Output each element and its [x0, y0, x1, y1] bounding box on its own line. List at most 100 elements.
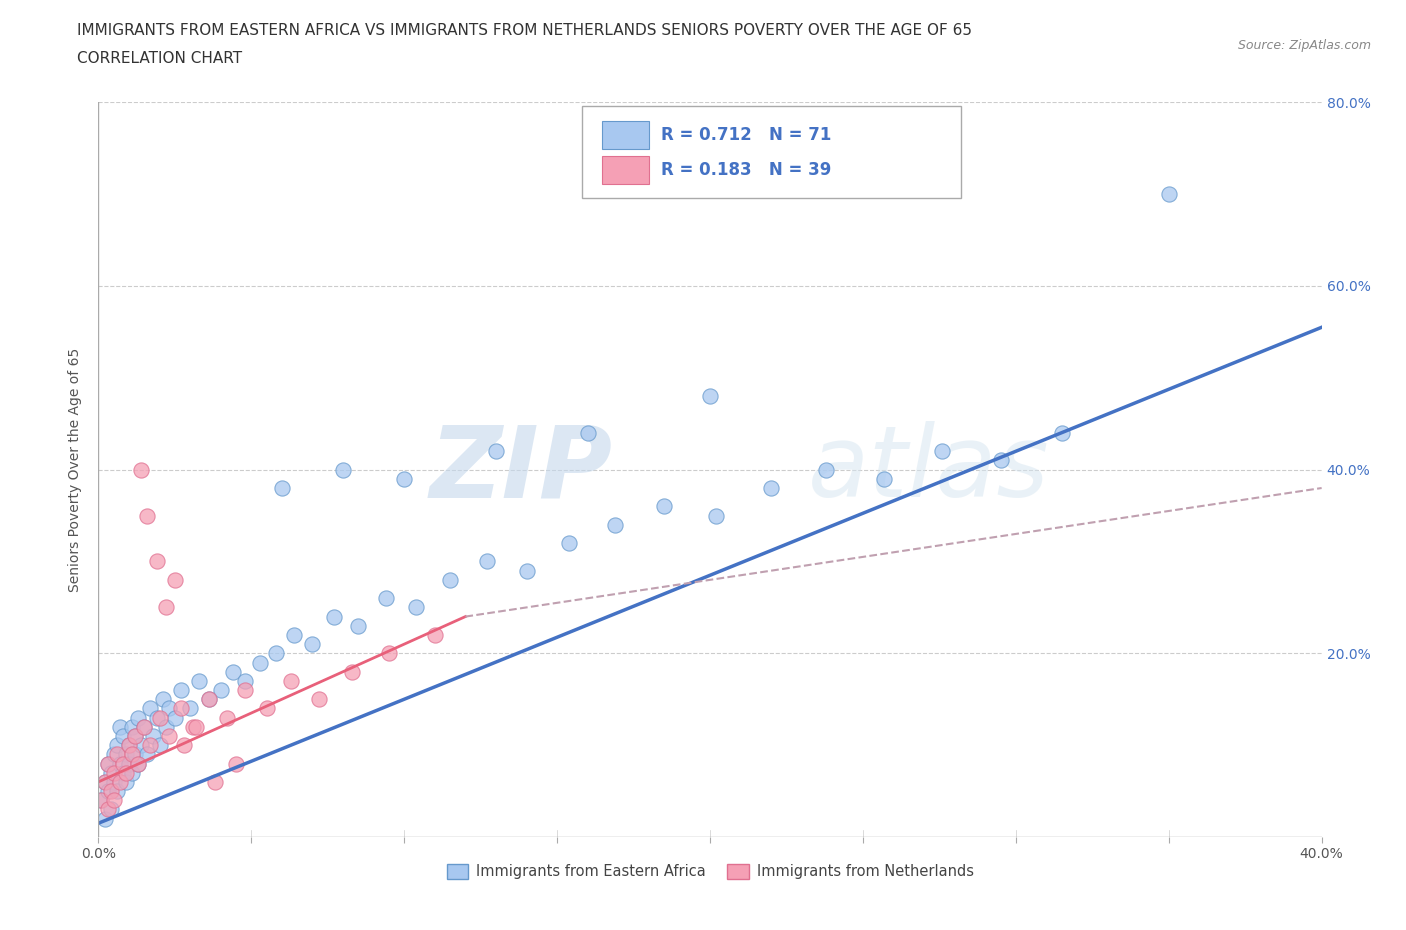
Point [759, 481, 782, 496]
Point [127, 756, 149, 771]
Point [118, 737, 141, 752]
FancyBboxPatch shape [582, 106, 960, 198]
Point [97, 756, 120, 771]
Point [124, 747, 146, 762]
Point [155, 720, 177, 735]
Point [105, 747, 128, 762]
Point [374, 591, 396, 605]
Point [704, 508, 727, 523]
Point [103, 775, 125, 790]
Point [124, 728, 146, 743]
Point [139, 701, 162, 716]
Point [115, 775, 138, 790]
Point [100, 765, 122, 780]
Point [222, 664, 245, 679]
Point [90, 792, 112, 807]
Text: Source: ZipAtlas.com: Source: ZipAtlas.com [1237, 39, 1371, 52]
Point [181, 720, 204, 735]
Point [605, 517, 627, 532]
Point [256, 701, 278, 716]
Text: ZIP: ZIP [429, 421, 612, 518]
Point [215, 711, 238, 725]
Point [378, 645, 401, 660]
Point [270, 481, 292, 496]
Point [105, 784, 128, 799]
Point [392, 472, 416, 486]
Point [157, 701, 180, 716]
Point [576, 426, 599, 441]
Point [233, 683, 256, 698]
Point [100, 802, 122, 817]
Bar [602, 156, 648, 184]
Point [347, 618, 370, 633]
Point [145, 554, 167, 569]
Point [118, 756, 141, 771]
Point [103, 792, 125, 807]
Point [699, 389, 721, 404]
Point [139, 737, 162, 752]
Point [163, 711, 186, 725]
Point [931, 444, 953, 458]
Text: R = 0.712   N = 71: R = 0.712 N = 71 [661, 126, 831, 143]
Point [155, 600, 177, 615]
Point [93, 811, 115, 826]
Point [134, 720, 156, 735]
Point [173, 737, 195, 752]
Point [115, 765, 138, 780]
Point [209, 683, 232, 698]
Point [108, 756, 131, 771]
Point [990, 453, 1012, 468]
Point [652, 498, 675, 513]
Point [97, 756, 120, 771]
Point [111, 765, 134, 780]
Point [127, 756, 149, 771]
Legend: Immigrants from Eastern Africa, Immigrants from Netherlands: Immigrants from Eastern Africa, Immigran… [440, 857, 980, 884]
Point [188, 673, 211, 688]
Point [129, 737, 152, 752]
Point [103, 747, 125, 762]
Point [115, 747, 138, 762]
Point [111, 756, 134, 771]
Point [111, 728, 134, 743]
Point [157, 728, 180, 743]
Point [186, 720, 208, 735]
Point [249, 655, 271, 670]
Point [118, 737, 141, 752]
Point [97, 784, 120, 799]
Point [170, 701, 193, 716]
Point [322, 609, 344, 624]
Point [233, 673, 256, 688]
Point [1157, 187, 1180, 202]
Point [439, 572, 461, 588]
Text: atlas: atlas [808, 421, 1049, 518]
Point [197, 692, 219, 707]
Text: IMMIGRANTS FROM EASTERN AFRICA VS IMMIGRANTS FROM NETHERLANDS SENIORS POVERTY OV: IMMIGRANTS FROM EASTERN AFRICA VS IMMIGR… [77, 23, 973, 38]
Point [108, 775, 131, 790]
Point [121, 747, 143, 762]
Point [136, 747, 159, 762]
Point [485, 444, 508, 458]
Bar [602, 121, 648, 149]
Point [516, 564, 538, 578]
Point [475, 554, 498, 569]
Point [405, 600, 427, 615]
Y-axis label: Seniors Poverty Over the Age of 65: Seniors Poverty Over the Age of 65 [69, 348, 83, 591]
Point [179, 701, 201, 716]
Point [558, 536, 581, 551]
Point [1050, 426, 1073, 441]
Point [93, 775, 115, 790]
Point [108, 720, 131, 735]
Point [149, 711, 172, 725]
Point [129, 462, 152, 477]
Text: R = 0.183   N = 39: R = 0.183 N = 39 [661, 161, 831, 179]
Point [142, 728, 165, 743]
Point [121, 720, 143, 735]
Point [97, 802, 120, 817]
Point [152, 692, 174, 707]
Point [136, 508, 159, 523]
Point [332, 462, 354, 477]
Point [264, 645, 287, 660]
Point [163, 572, 186, 588]
Point [815, 462, 838, 477]
Point [90, 792, 112, 807]
